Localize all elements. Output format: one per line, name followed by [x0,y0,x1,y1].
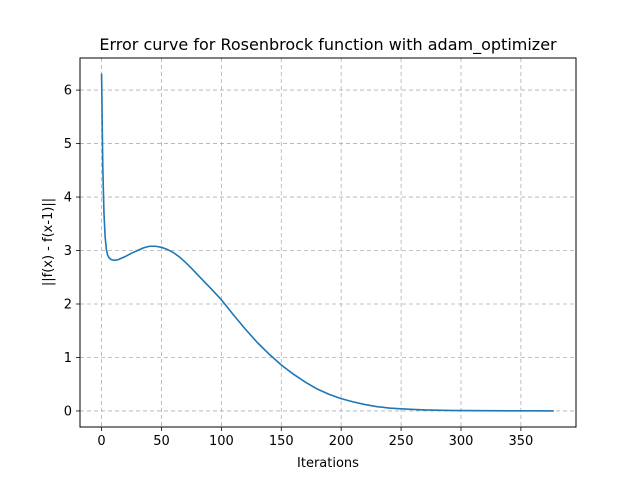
y-tick-label: 1 [64,351,72,366]
y-tick-label: 2 [64,298,72,313]
x-tick-label: 100 [209,434,234,449]
x-tick-label: 200 [329,434,354,449]
x-tick-label: 350 [508,434,533,449]
x-tick-label: 300 [449,434,474,449]
series-line [100,73,555,412]
series-group [100,73,555,412]
y-axis-ticks: 0 1 2 3 4 5 6 [64,84,80,419]
x-tick-label: 150 [269,434,294,449]
x-tick-label: 0 [97,434,105,449]
grid [80,58,576,427]
y-axis-label: ||f(x) - f(x-1)|| [41,198,56,286]
y-tick-label: 4 [64,191,72,206]
y-tick-label: 0 [64,404,72,419]
x-tick-label: 50 [153,434,170,449]
plot-frame [79,57,577,428]
y-tick-label: 3 [64,244,72,259]
x-tick-label: 250 [389,434,414,449]
x-axis-ticks: 0 50 100 150 200 250 300 350 [97,427,533,449]
y-tick-label: 5 [64,137,72,152]
x-axis-label: Iterations [297,456,359,471]
y-tick-label: 6 [64,84,72,99]
chart-title: Error curve for Rosenbrock function with… [99,35,557,55]
